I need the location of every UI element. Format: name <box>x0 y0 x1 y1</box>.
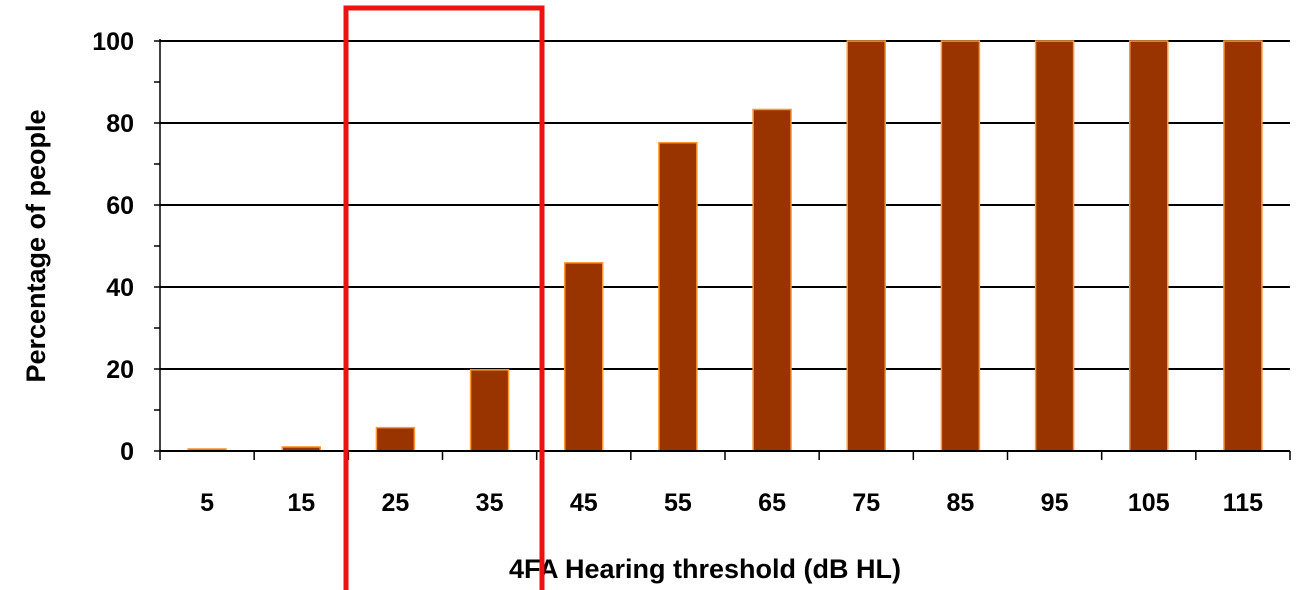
y-tick-label: 40 <box>106 274 134 302</box>
bar-35 <box>469 369 510 452</box>
x-tick-label: 15 <box>287 489 315 517</box>
gridlines <box>160 40 1290 370</box>
x-tick-label: 95 <box>1041 489 1069 517</box>
bar-115 <box>1223 40 1263 452</box>
bar-105 <box>1129 40 1169 452</box>
x-tick-label: 75 <box>852 489 880 517</box>
y-tick-label: 20 <box>106 356 134 384</box>
bar-95 <box>1034 40 1075 452</box>
x-tick-label: 85 <box>947 489 975 517</box>
x-tick-label: 65 <box>758 489 786 517</box>
y-tick-label: 80 <box>106 110 134 138</box>
y-axis-title: Percentage of people <box>21 109 51 382</box>
bar-65 <box>752 108 792 452</box>
x-tick-label: 105 <box>1128 489 1170 517</box>
x-tick-label: 55 <box>664 489 692 517</box>
bar-55 <box>658 141 698 452</box>
x-axis-title: 4FA Hearing threshold (dB HL) <box>509 554 901 584</box>
y-tick-label: 100 <box>92 28 134 56</box>
axes <box>154 39 1291 460</box>
x-tick-label: 35 <box>476 489 504 517</box>
bar-75 <box>846 40 886 452</box>
x-tick-label: 45 <box>570 489 598 517</box>
bar-25 <box>375 426 416 452</box>
x-tick-labels: 5 15 25 35 45 55 65 75 85 95 105 115 <box>200 489 1263 517</box>
y-tick-label: 0 <box>120 438 134 466</box>
x-tick-label: 5 <box>200 489 214 517</box>
bar-45 <box>564 262 604 452</box>
x-tick-label: 25 <box>382 489 410 517</box>
y-tick-label: 60 <box>106 192 134 220</box>
highlight-box <box>343 5 545 590</box>
bar-85 <box>940 40 981 452</box>
bars <box>187 40 1263 452</box>
y-tick-labels: 0 20 40 60 80 100 <box>92 28 134 466</box>
x-tick-label: 115 <box>1223 489 1263 517</box>
